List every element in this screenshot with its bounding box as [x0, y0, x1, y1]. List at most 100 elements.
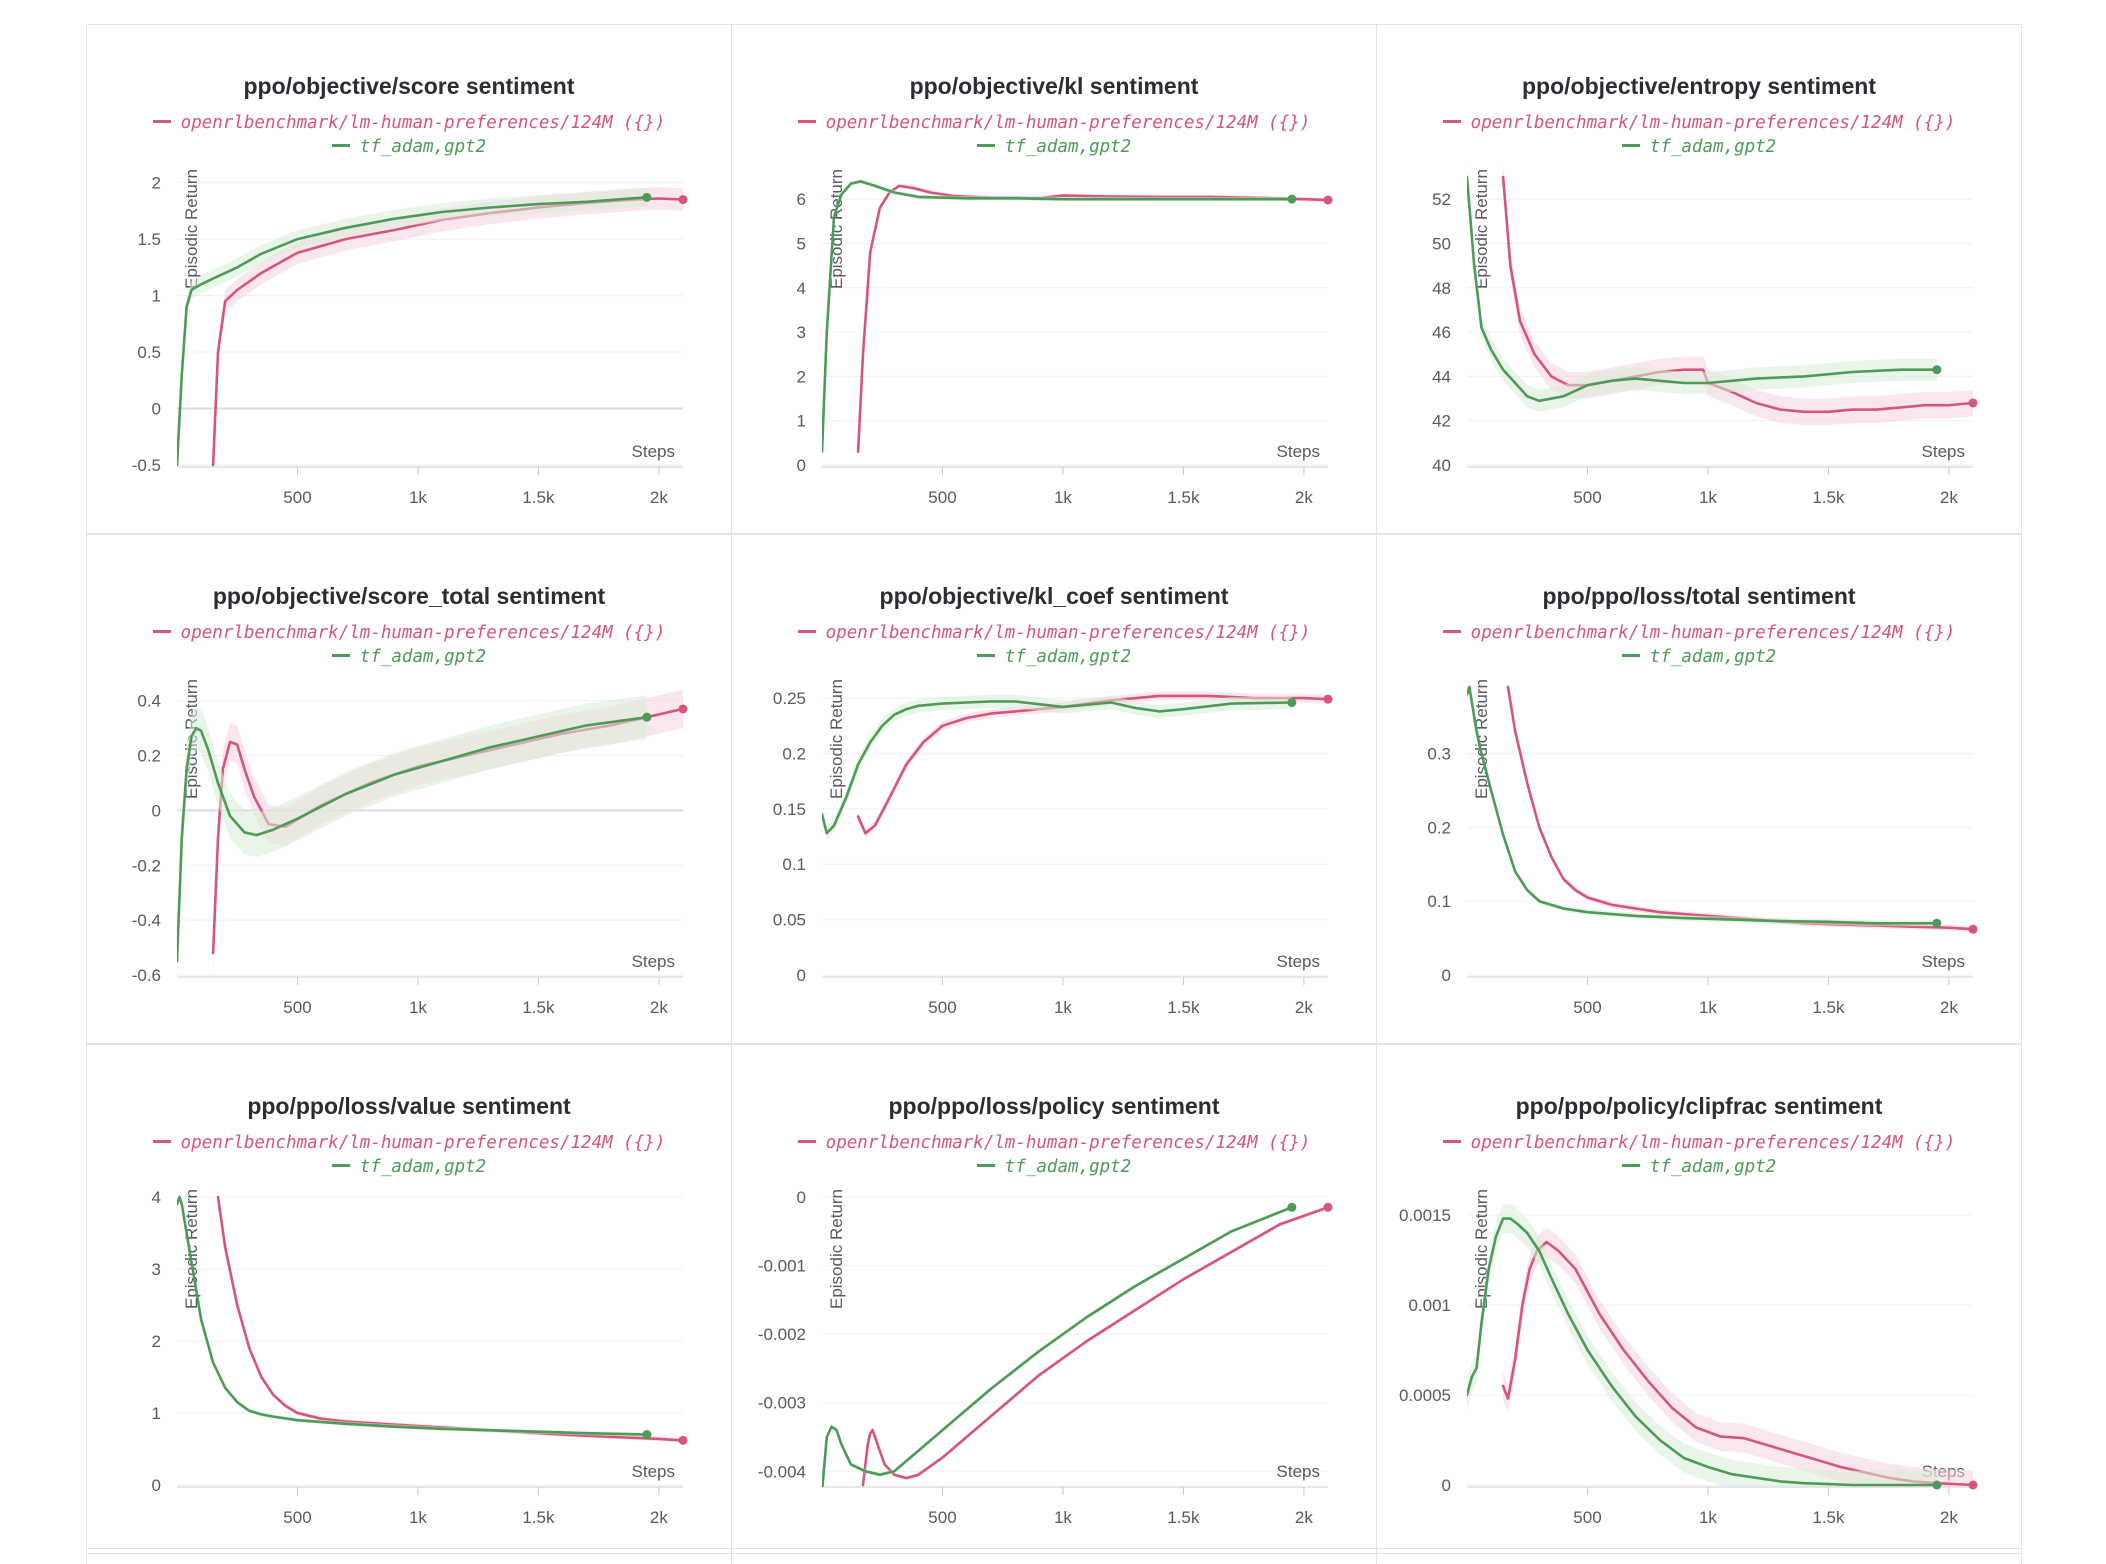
- series-band: [863, 1205, 1328, 1487]
- legend-item-openrlbenchmark[interactable]: openrlbenchmark/lm-human-preferences/124…: [1377, 623, 2021, 643]
- x-tick-label: 1.5k: [1167, 998, 1200, 1017]
- series-line-openrlbenchmark[interactable]: [861, 1206, 1330, 1487]
- series-line-tf-adam-gpt2[interactable]: [1467, 175, 1939, 403]
- x-tick-label: 2k: [1940, 998, 1958, 1017]
- legend-item-openrlbenchmark[interactable]: openrlbenchmark/lm-human-preferences/124…: [87, 113, 731, 133]
- series-end-marker[interactable]: [1968, 1480, 1978, 1490]
- y-tick-label: 0: [797, 966, 806, 985]
- legend-label: openrlbenchmark/lm-human-preferences/124…: [1470, 623, 1956, 643]
- series-end-marker[interactable]: [1932, 1480, 1942, 1490]
- legend-label: tf_adam,gpt2: [1649, 137, 1777, 157]
- y-tick-label: 0.2: [137, 747, 161, 766]
- series-line-openrlbenchmark[interactable]: [856, 184, 1330, 454]
- legend-item-tf-adam-gpt2[interactable]: tf_adam,gpt2: [1377, 1157, 2021, 1177]
- series-end-marker[interactable]: [1968, 398, 1978, 408]
- series-end-marker[interactable]: [1932, 365, 1942, 375]
- series-line-tf-adam-gpt2[interactable]: [177, 1195, 649, 1436]
- legend-item-tf-adam-gpt2[interactable]: tf_adam,gpt2: [1377, 647, 2021, 667]
- legend-item-tf-adam-gpt2[interactable]: tf_adam,gpt2: [87, 1157, 731, 1177]
- chart-title: ppo/ppo/policy/clipfrac sentiment: [1515, 1093, 1883, 1119]
- chart-panel: ppo/ppo/loss/total sentiment openrlbenchm…: [1376, 534, 2022, 1044]
- legend-item-openrlbenchmark[interactable]: openrlbenchmark/lm-human-preferences/124…: [732, 113, 1376, 133]
- legend-item-tf-adam-gpt2[interactable]: tf_adam,gpt2: [87, 137, 731, 157]
- y-tick-label: 48: [1432, 279, 1451, 298]
- series-end-marker[interactable]: [642, 1430, 652, 1440]
- x-tick-label: 500: [1573, 1508, 1601, 1527]
- series-end-marker[interactable]: [1968, 924, 1978, 934]
- y-tick-label: 0: [797, 1188, 806, 1207]
- y-tick-label: -0.001: [758, 1257, 806, 1276]
- legend-swatch-icon: [1621, 143, 1640, 147]
- y-tick-label: 0.4: [137, 692, 161, 711]
- series-end-marker[interactable]: [642, 192, 652, 202]
- series-line-openrlbenchmark[interactable]: [856, 694, 1330, 835]
- series-line-openrlbenchmark[interactable]: [1506, 685, 1975, 931]
- legend-item-openrlbenchmark[interactable]: openrlbenchmark/lm-human-preferences/124…: [732, 1133, 1376, 1153]
- chart-svg[interactable]: 00.00050.0010.00155001k1.5k2kStepsEpisod…: [1377, 1045, 2023, 1555]
- series-line-tf-adam-gpt2[interactable]: [1467, 685, 1939, 925]
- chart-svg[interactable]: 0 0.05 0.1 0.15 0.2 0.25 500 1k 1.5k 2k Steps Episo…: [732, 535, 1378, 1045]
- series-end-marker[interactable]: [678, 704, 688, 714]
- series-band: [858, 691, 1328, 838]
- y-axis-title: Episodic Return: [827, 679, 846, 799]
- x-tick-label: 1k: [1054, 1508, 1072, 1527]
- legend-label: openrlbenchmark/lm-human-preferences/124…: [180, 113, 666, 133]
- series-line-tf-adam-gpt2[interactable]: [822, 1206, 1294, 1492]
- y-axis-title: Episodic Return: [827, 1189, 846, 1309]
- series-band: [1467, 1204, 1937, 1487]
- chart-svg[interactable]: -0.5 0 0.5 1 1.5 2 500 1k 1.5k 2k Steps Episodic Re…: [87, 25, 733, 535]
- x-tick-label: 500: [1573, 998, 1601, 1017]
- series-line-openrlbenchmark[interactable]: [216, 1195, 685, 1442]
- y-tick-label: 0: [152, 1476, 161, 1495]
- series-end-marker[interactable]: [678, 195, 688, 205]
- x-tick-label: 2k: [1940, 1508, 1958, 1527]
- legend-item-tf-adam-gpt2[interactable]: tf_adam,gpt2: [87, 647, 731, 667]
- y-tick-label: 0: [152, 801, 161, 820]
- series-end-marker[interactable]: [1323, 694, 1333, 704]
- series-line-tf-adam-gpt2[interactable]: [822, 180, 1294, 454]
- x-axis-title: Steps: [632, 952, 675, 971]
- legend-item-tf-adam-gpt2[interactable]: tf_adam,gpt2: [732, 647, 1376, 667]
- y-tick-label: 0.0015: [1399, 1206, 1451, 1225]
- x-tick-label: 2k: [1295, 1508, 1313, 1527]
- chart-svg[interactable]: -0.004 -0.003 -0.002 -0.001 0 500 1k 1.5k 2k Step…: [732, 1045, 1378, 1555]
- x-tick-label: 500: [928, 998, 956, 1017]
- x-tick-label: 1.5k: [1812, 998, 1845, 1017]
- series-line-tf-adam-gpt2[interactable]: [177, 715, 649, 963]
- series-end-marker[interactable]: [642, 712, 652, 722]
- legend-item-tf-adam-gpt2[interactable]: tf_adam,gpt2: [732, 1157, 1376, 1177]
- y-tick-label: 46: [1432, 323, 1451, 342]
- x-tick-label: 1k: [1699, 488, 1717, 507]
- chart-title: ppo/objective/entropy sentiment: [1522, 73, 1876, 99]
- series-line-tf-adam-gpt2[interactable]: [1467, 1217, 1939, 1487]
- legend-item-openrlbenchmark[interactable]: openrlbenchmark/lm-human-preferences/124…: [1377, 113, 2021, 133]
- legend-item-tf-adam-gpt2[interactable]: tf_adam,gpt2: [1377, 137, 2021, 157]
- series-end-marker[interactable]: [1287, 194, 1297, 204]
- series-band: [213, 187, 683, 467]
- y-axis-title: Episodic Return: [182, 169, 201, 289]
- legend-label: openrlbenchmark/lm-human-preferences/124…: [180, 1133, 666, 1153]
- series-line-tf-adam-gpt2[interactable]: [177, 196, 649, 467]
- y-tick-label: -0.002: [758, 1325, 806, 1344]
- series-end-marker[interactable]: [1287, 1202, 1297, 1212]
- series-end-marker[interactable]: [1323, 1202, 1333, 1212]
- series-end-marker[interactable]: [1932, 918, 1942, 928]
- series-end-marker[interactable]: [678, 1435, 688, 1445]
- chart-svg[interactable]: 0 1 2 3 4 500 1k 1.5k 2k Steps Episodic Return: [87, 1045, 733, 1555]
- series-end-marker[interactable]: [1287, 698, 1297, 708]
- series-end-marker[interactable]: [1323, 195, 1333, 205]
- legend-item-openrlbenchmark[interactable]: openrlbenchmark/lm-human-preferences/124…: [87, 623, 731, 643]
- legend-item-openrlbenchmark[interactable]: openrlbenchmark/lm-human-preferences/124…: [87, 1133, 731, 1153]
- legend-item-openrlbenchmark[interactable]: openrlbenchmark/lm-human-preferences/124…: [1377, 1133, 2021, 1153]
- legend-label: tf_adam,gpt2: [1649, 1157, 1777, 1177]
- chart-svg[interactable]: -0.6-0.4-0.200.20.45001k1.5k2kStepsEpiso…: [87, 535, 733, 1045]
- legend-swatch-icon: [1442, 119, 1461, 123]
- series-line-tf-adam-gpt2[interactable]: [822, 700, 1294, 835]
- x-tick-label: 1k: [409, 488, 427, 507]
- legend-label: tf_adam,gpt2: [359, 137, 487, 157]
- legend-item-openrlbenchmark[interactable]: openrlbenchmark/lm-human-preferences/124…: [732, 623, 1376, 643]
- legend-item-tf-adam-gpt2[interactable]: tf_adam,gpt2: [732, 137, 1376, 157]
- chart-svg[interactable]: 40 42 44 46 48 50 52 500 1k 1.5k 2k Steps Episodic R…: [1377, 25, 2023, 535]
